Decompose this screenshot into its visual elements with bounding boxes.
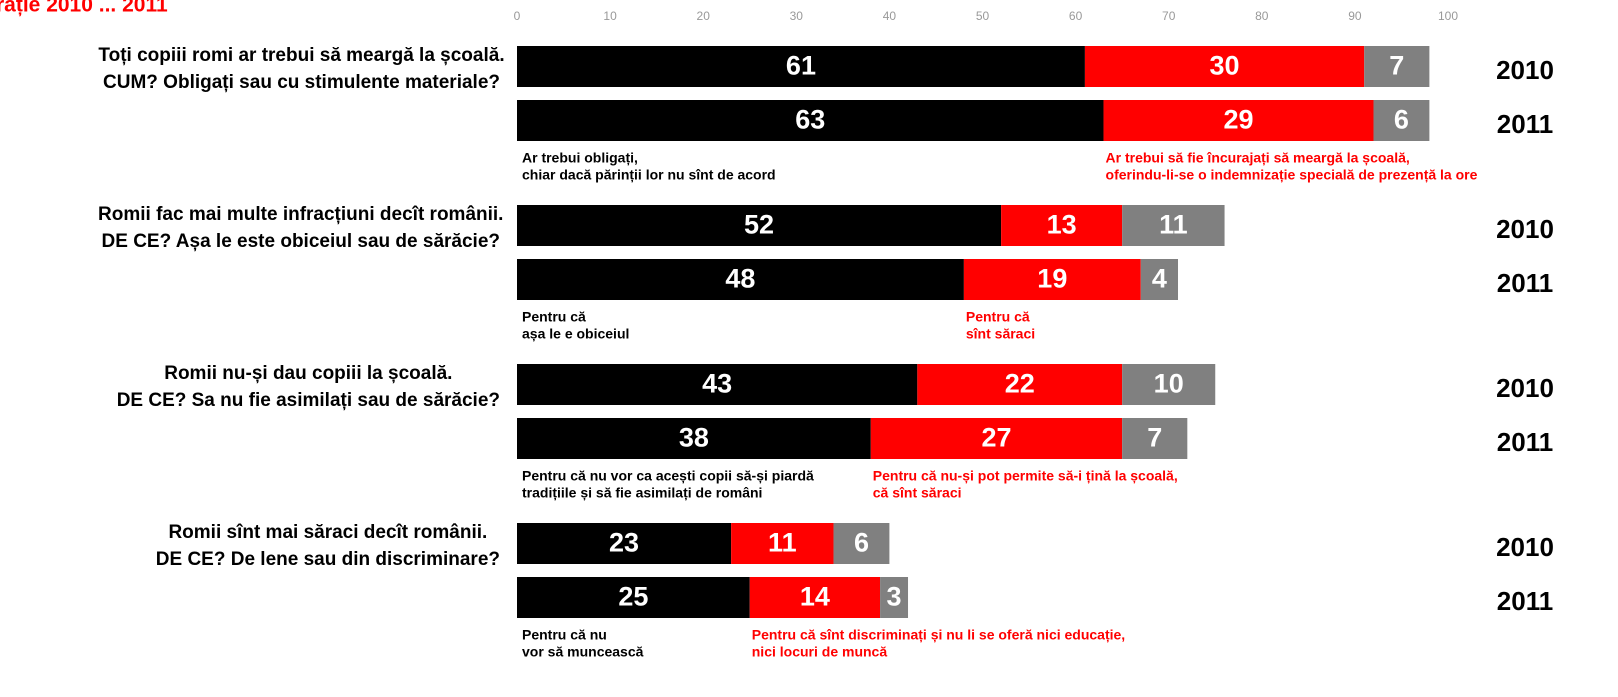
- question-line: DE CE? Așa le este obiceiul sau de sărăc…: [102, 231, 500, 252]
- value-label: 7: [1147, 423, 1162, 453]
- value-label: 7: [1389, 51, 1404, 81]
- value-label: 11: [1159, 210, 1188, 240]
- value-label: 6: [854, 528, 869, 558]
- value-label: 48: [725, 264, 755, 294]
- bar-segment: [517, 418, 871, 459]
- bar-segment: [517, 205, 1002, 246]
- left-annotation: tradițiile și să fie asimilați de români: [522, 485, 762, 501]
- question-line: Toți copiii romi ar trebui să meargă la …: [98, 45, 504, 66]
- year-label: 2011: [1497, 109, 1553, 139]
- year-label: 2010: [1496, 532, 1554, 562]
- left-annotation: vor să muncească: [522, 644, 644, 660]
- right-annotation: că sînt săraci: [873, 485, 962, 501]
- right-annotation: Pentru că: [966, 309, 1030, 325]
- bar-segment: [731, 523, 834, 564]
- x-tick-label: 90: [1348, 9, 1362, 23]
- x-tick-label: 0: [514, 9, 521, 23]
- value-label: 10: [1154, 369, 1184, 399]
- value-label: 27: [981, 423, 1011, 453]
- left-annotation: Pentru că nu vor ca acești copii să-și p…: [522, 468, 814, 484]
- value-label: 19: [1037, 264, 1067, 294]
- bar-segment: [1122, 418, 1188, 459]
- left-annotation: Pentru că: [522, 309, 586, 325]
- question-line: Romii sînt mai săraci decît românii.: [168, 522, 487, 543]
- right-annotation: sînt săraci: [966, 326, 1035, 342]
- x-tick-label: 50: [976, 9, 990, 23]
- bar-segment: [1140, 259, 1179, 300]
- right-annotation: oferindu-li-se o indemnizație specială d…: [1106, 167, 1478, 183]
- year-label: 2011: [1497, 268, 1553, 298]
- value-label: 61: [786, 51, 816, 81]
- x-tick-label: 10: [603, 9, 617, 23]
- left-annotation: chiar dacă părinții lor nu sînt de acord: [522, 167, 776, 183]
- question-line: DE CE? De lene sau din discriminare?: [156, 549, 500, 570]
- bar-segment: [1122, 364, 1216, 405]
- year-label: 2010: [1496, 373, 1554, 403]
- bar-segment: [517, 364, 918, 405]
- value-label: 29: [1224, 105, 1254, 135]
- bar-segment: [1373, 100, 1430, 141]
- bar-segment: [517, 46, 1085, 87]
- value-label: 14: [800, 582, 830, 612]
- bar-segment: [1103, 100, 1374, 141]
- value-label: 43: [702, 369, 732, 399]
- value-label: 3: [887, 582, 902, 612]
- left-annotation: așa le e obiceiul: [522, 326, 629, 342]
- year-label: 2010: [1496, 214, 1554, 244]
- year-label: 2011: [1497, 586, 1553, 616]
- x-tick-label: 80: [1255, 9, 1269, 23]
- bar-segment: [517, 259, 964, 300]
- value-label: 25: [618, 582, 648, 612]
- bar-segment: [917, 364, 1123, 405]
- bar-segment: [1364, 46, 1430, 87]
- value-label: 4: [1152, 264, 1167, 294]
- question-line: Romii nu-și dau copiii la școală.: [164, 363, 452, 384]
- chart-title: rație 2010 ... 2011: [0, 0, 168, 17]
- right-annotation: nici locuri de muncă: [752, 644, 888, 660]
- bar-segment: [517, 523, 732, 564]
- bar-segment: [880, 577, 909, 618]
- right-annotation: Pentru că sînt discriminați și nu li se …: [752, 627, 1125, 643]
- bar-segment: [833, 523, 890, 564]
- x-tick-label: 30: [790, 9, 804, 23]
- left-annotation: Pentru că nu: [522, 627, 607, 643]
- right-annotation: Pentru că nu-și pot permite să-i țină la…: [873, 468, 1178, 484]
- bar-segment: [517, 577, 750, 618]
- value-label: 22: [1005, 369, 1035, 399]
- value-label: 23: [609, 528, 639, 558]
- bar-segment: [1122, 205, 1225, 246]
- bar-segment: [963, 259, 1141, 300]
- value-label: 52: [744, 210, 774, 240]
- bar-segment: [1001, 205, 1123, 246]
- right-annotation: Ar trebui să fie încurajați să meargă la…: [1106, 150, 1410, 166]
- bar-segment: [870, 418, 1123, 459]
- x-tick-label: 70: [1162, 9, 1176, 23]
- left-annotation: Ar trebui obligați,: [522, 150, 638, 166]
- year-label: 2010: [1496, 55, 1554, 85]
- value-label: 63: [795, 105, 825, 135]
- value-label: 13: [1047, 210, 1077, 240]
- x-tick-label: 100: [1438, 9, 1458, 23]
- year-label: 2011: [1497, 427, 1553, 457]
- bar-segment: [517, 100, 1104, 141]
- bar-segment: [749, 577, 881, 618]
- value-label: 30: [1210, 51, 1240, 81]
- question-line: Romii fac mai multe infracțiuni decît ro…: [98, 204, 503, 225]
- question-line: CUM? Obligați sau cu stimulente material…: [103, 72, 500, 93]
- x-tick-label: 20: [697, 9, 711, 23]
- x-tick-label: 40: [883, 9, 897, 23]
- question-line: DE CE? Sa nu fie asimilați sau de sărăci…: [117, 390, 500, 411]
- value-label: 6: [1394, 105, 1409, 135]
- value-label: 38: [679, 423, 709, 453]
- value-label: 11: [768, 528, 797, 558]
- x-tick-label: 60: [1069, 9, 1083, 23]
- bar-segment: [1084, 46, 1365, 87]
